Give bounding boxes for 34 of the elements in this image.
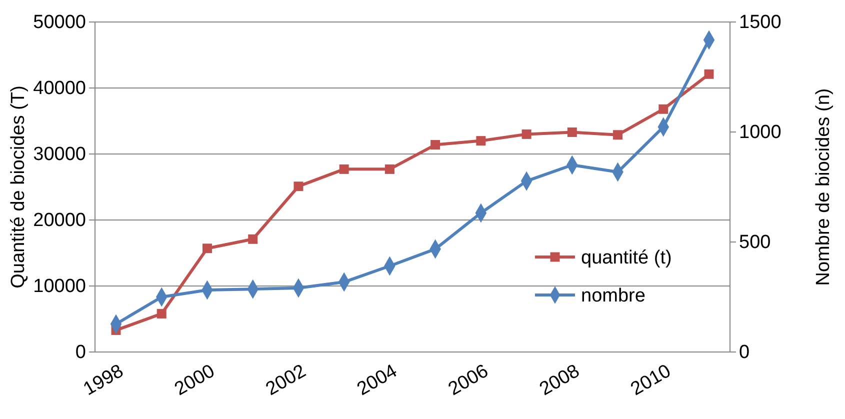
y-tick-label: 40000 <box>33 78 86 100</box>
y-tick-label: 10000 <box>33 276 86 298</box>
y-tick-label: 0 <box>75 342 86 364</box>
y2-axis-title: Nombre de biocides (n) <box>813 88 834 286</box>
legend-label: quantité (t) <box>581 248 672 269</box>
y2-tick-label: 1500 <box>739 12 782 34</box>
y-tick-label: 50000 <box>33 12 86 34</box>
x-tick-label: 2004 <box>354 360 402 400</box>
point <box>430 140 440 150</box>
x-tick-label: 2002 <box>262 360 310 400</box>
y2-tick-label: 1000 <box>739 122 782 144</box>
y2-tick-label: 500 <box>739 232 771 254</box>
point <box>704 69 714 79</box>
y-axis-title: Quantité de biocides (T) <box>8 86 29 288</box>
y-tick-label: 20000 <box>33 210 86 232</box>
x-tick-label: 2008 <box>536 360 584 400</box>
point <box>156 308 166 318</box>
x-tick-label: 1998 <box>80 360 128 400</box>
point <box>384 164 394 174</box>
point <box>567 127 577 137</box>
y2-tick-label: 0 <box>739 342 750 364</box>
point <box>476 136 486 146</box>
y-tick-label: 30000 <box>33 144 86 166</box>
point <box>522 129 532 139</box>
point <box>294 182 304 192</box>
point <box>339 164 349 174</box>
point <box>658 104 668 114</box>
point <box>202 244 212 254</box>
point <box>613 130 623 140</box>
point <box>248 234 258 244</box>
legend-label: nombre <box>581 286 646 307</box>
x-tick-label: 2010 <box>627 360 675 400</box>
x-tick-label: 2000 <box>171 360 218 400</box>
x-tick-label: 2006 <box>444 360 492 400</box>
